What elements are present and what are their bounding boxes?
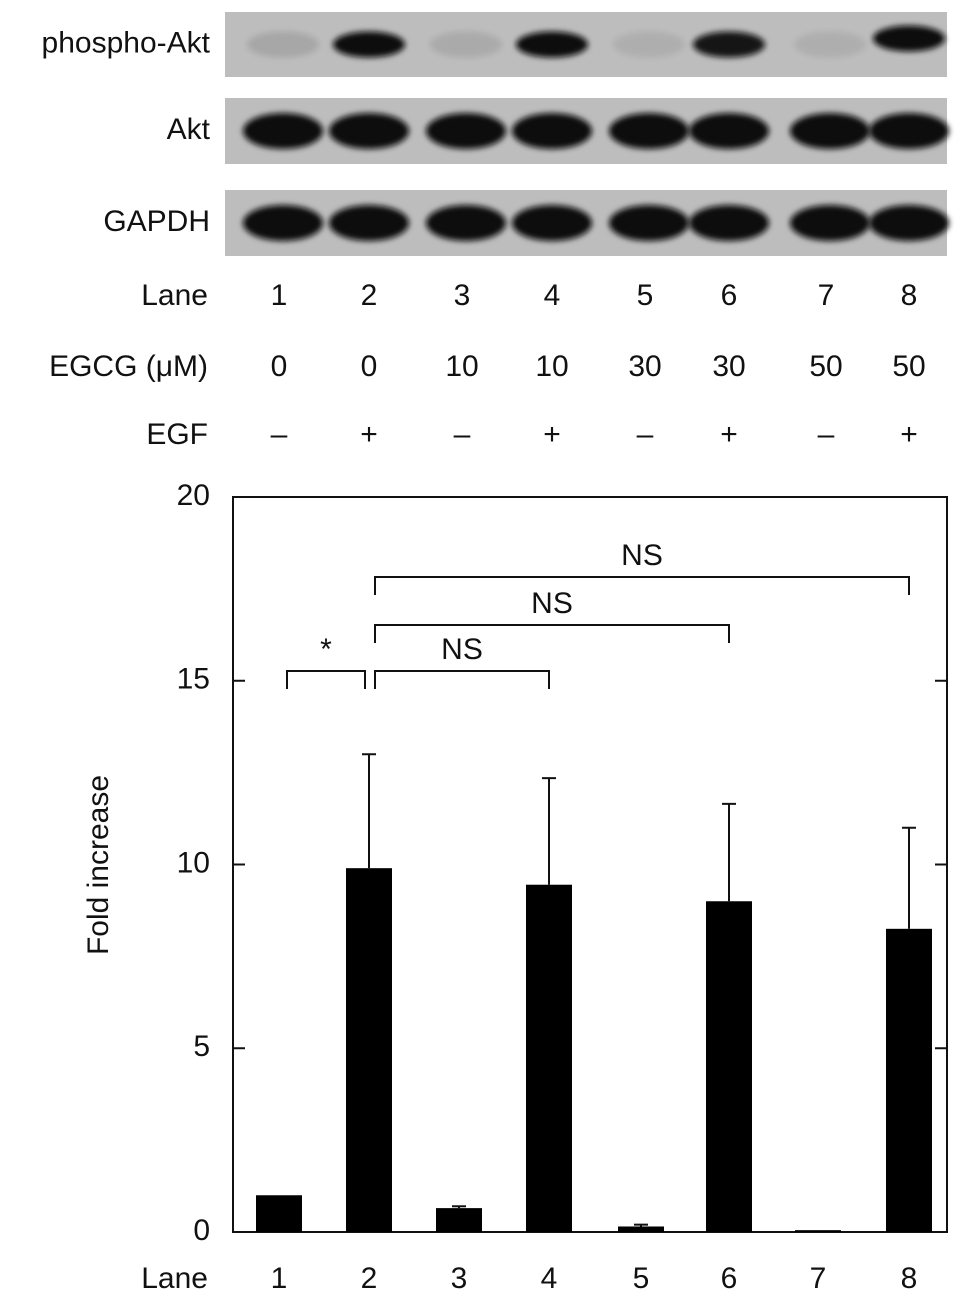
blot-band [609,205,689,241]
row-cell: 4 [544,279,561,312]
row-cell: 10 [445,350,478,383]
row-cell: 10 [535,350,568,383]
y-tick-label: 0 [193,1214,210,1247]
blot-label: Akt [167,113,211,146]
row-cell: 30 [628,350,661,383]
x-tick-label: 4 [541,1262,558,1295]
blot-label: GAPDH [103,205,210,238]
x-tick-label: 6 [721,1262,738,1295]
row-cell: – [454,418,471,451]
blot-band [512,205,592,241]
bar [526,884,572,1232]
x-tick-label: 7 [810,1262,827,1295]
row-cell: 50 [892,350,925,383]
row-cell: 50 [809,350,842,383]
blot-band [329,113,409,149]
row-cell: 7 [818,279,835,312]
row-cell: 5 [637,279,654,312]
row-cell: – [637,418,654,451]
x-tick-label: 1 [271,1262,288,1295]
blot-band [426,205,506,241]
row-cell: 2 [361,279,378,312]
row-cell: 3 [454,279,471,312]
blot-band [869,205,949,241]
blot-band [613,31,685,58]
blot-band [426,113,506,149]
blot-band [243,113,323,149]
bar [436,1208,482,1232]
bar [795,1230,841,1232]
row-cell: – [271,418,288,451]
row-cell: 1 [271,279,288,312]
blot-band [873,25,945,52]
row-cell: + [360,418,378,451]
comparison-bracket [374,624,730,643]
bar [256,1195,302,1232]
x-tick-label: 8 [901,1262,918,1295]
comparison-label: NS [441,633,483,666]
x-tick-label: 2 [361,1262,378,1295]
row-cell: – [818,418,835,451]
row-cell: 8 [901,279,918,312]
blot-band [693,31,765,58]
row-cell: + [900,418,918,451]
blot-band [794,31,866,58]
blot-band [689,113,769,149]
bar [346,868,392,1232]
row-cell: + [543,418,561,451]
comparison-label: * [320,633,332,666]
blot-band [333,31,405,58]
row-cell: 30 [712,350,745,383]
y-tick-label: 15 [177,663,210,696]
blot-band [243,205,323,241]
row-label: EGCG (μM) [49,350,208,383]
x-axis-label: Lane [141,1262,208,1295]
y-tick-label: 5 [193,1030,210,1063]
comparison-label: NS [621,539,663,572]
blot-band [869,113,949,149]
comparison-label: NS [531,587,573,620]
blot-band [516,31,588,58]
blot-band [689,205,769,241]
bar [618,1226,664,1232]
x-tick-label: 3 [451,1262,468,1295]
y-tick-label: 10 [177,846,210,879]
bar [886,928,932,1232]
blot-band [247,31,319,58]
x-tick-label: 5 [633,1262,650,1295]
blot-band [430,31,502,58]
blot-label: phospho-Akt [42,26,211,59]
comparison-bracket [286,670,366,689]
row-cell: + [720,418,738,451]
row-label: Lane [141,279,208,312]
comparison-bracket [374,576,910,595]
comparison-bracket [374,670,550,689]
blot-band [512,113,592,149]
blot-band [329,205,409,241]
plot-frame [232,496,948,1233]
blot-band [790,205,870,241]
y-axis-label: Fold increase [82,775,115,955]
row-cell: 6 [721,279,738,312]
row-cell: 0 [271,350,288,383]
blot-band [790,113,870,149]
y-tick-label: 20 [177,479,210,512]
bar [706,901,752,1232]
row-cell: 0 [361,350,378,383]
blot-band [609,113,689,149]
row-label: EGF [146,418,208,451]
